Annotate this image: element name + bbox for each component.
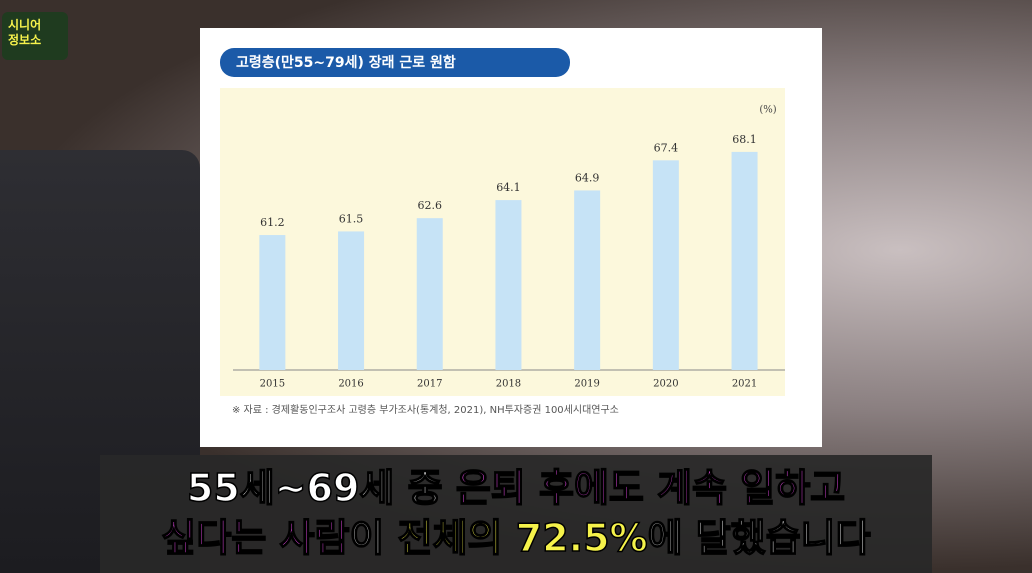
caption-segment: 싶다는 사람 — [161, 515, 351, 561]
data-label: 64.1 — [496, 181, 521, 194]
x-tick-label: 2016 — [338, 379, 363, 390]
x-tick-label: 2015 — [260, 379, 285, 390]
source-note: ※ 자료 : 경제활동인구조사 고령층 부가조사(통계청, 2021), NH투… — [232, 403, 619, 416]
caption-line: 55세~69세 중 은퇴 후에도 계속 일하고 — [100, 463, 932, 513]
data-label: 68.1 — [732, 133, 757, 146]
caption-segment: 55세~69세 중 — [186, 465, 456, 511]
bar — [731, 151, 758, 370]
bar — [574, 190, 601, 370]
data-label: 61.5 — [339, 212, 364, 225]
x-tick-label: 2017 — [417, 379, 442, 390]
bar — [416, 218, 443, 370]
bar — [495, 200, 522, 370]
caption-line: 싶다는 사람이 전체의 72.5%에 달했습니다 — [100, 513, 932, 563]
channel-logo: 시니어 정보소 — [2, 12, 68, 60]
x-tick-label: 2021 — [732, 379, 757, 390]
unit-label: (%) — [759, 105, 776, 116]
x-tick-label: 2020 — [653, 379, 678, 390]
data-label: 62.6 — [418, 199, 443, 212]
data-label: 61.2 — [260, 216, 285, 229]
x-tick-label: 2019 — [574, 379, 599, 390]
caption-segment: 은퇴 후에도 계속 일하고 — [455, 465, 846, 511]
title-pill — [220, 48, 570, 77]
logo-text: 시니어 — [8, 18, 42, 32]
bar — [259, 235, 286, 370]
subtitle-caption: 55세~69세 중 은퇴 후에도 계속 일하고 싶다는 사람이 전체의 72.5%… — [100, 455, 932, 573]
data-label: 67.4 — [654, 141, 679, 154]
caption-segment: 이 — [349, 515, 398, 561]
caption-segment: 에 달했습니다 — [647, 515, 872, 561]
logo-text: 정보소 — [8, 33, 42, 47]
x-tick-label: 2018 — [496, 379, 521, 390]
bar — [652, 160, 679, 370]
caption-segment: 전체의 72.5% — [397, 515, 648, 561]
bar — [338, 231, 365, 370]
chart-title: 고령층(만55~79세) 장래 근로 원함 — [236, 54, 456, 71]
data-label: 64.9 — [575, 171, 600, 184]
